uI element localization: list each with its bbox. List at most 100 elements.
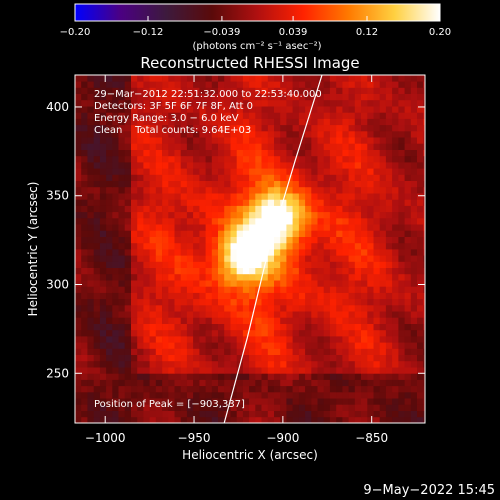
heatmap-cell: [205, 99, 213, 107]
heatmap-cell: [143, 75, 150, 82]
heatmap-cell: [404, 81, 412, 88]
heatmap-cell: [199, 261, 206, 268]
heatmap-cell: [255, 336, 262, 343]
heatmap-cell: [193, 391, 200, 399]
heatmap-cell: [261, 149, 269, 157]
heatmap-cell: [317, 298, 325, 306]
heatmap-cell: [317, 193, 325, 200]
heatmap-cell: [348, 255, 356, 262]
heatmap-cell: [242, 230, 250, 237]
heatmap-cell: [93, 348, 101, 355]
heatmap-cell: [193, 311, 200, 318]
heatmap-cell: [274, 348, 281, 355]
heatmap-cell: [311, 298, 318, 306]
heatmap-cell: [93, 292, 101, 300]
heatmap-cell: [149, 130, 157, 138]
heatmap-cell: [379, 211, 387, 219]
heatmap-cell: [180, 224, 188, 231]
heatmap-cell: [155, 360, 163, 368]
heatmap-cell: [379, 180, 387, 188]
heatmap-cell: [93, 230, 101, 237]
heatmap-cell: [361, 174, 368, 181]
heatmap-cell: [329, 217, 337, 225]
heatmap-cell: [317, 267, 325, 275]
heatmap-cell: [367, 112, 374, 119]
heatmap-cell: [230, 336, 238, 343]
heatmap-cell: [274, 130, 281, 138]
heatmap-cell: [87, 193, 94, 200]
heatmap-cell: [112, 224, 119, 231]
heatmap-cell: [404, 273, 412, 281]
heatmap-cell: [242, 242, 250, 250]
heatmap-cell: [336, 317, 343, 324]
heatmap-cell: [106, 75, 113, 82]
heatmap-cell: [255, 410, 262, 418]
heatmap-cell: [93, 385, 101, 393]
heatmap-cell: [75, 311, 82, 318]
heatmap-cell: [379, 112, 387, 119]
heatmap-cell: [404, 410, 412, 418]
heatmap-cell: [137, 93, 144, 101]
heatmap-cell: [398, 267, 405, 275]
heatmap-cell: [106, 404, 113, 411]
heatmap-cell: [131, 304, 138, 312]
heatmap-cell: [155, 217, 163, 225]
heatmap-cell: [193, 186, 200, 194]
heatmap-cell: [379, 410, 387, 418]
heatmap-cell: [149, 124, 157, 132]
heatmap-cell: [336, 292, 343, 300]
heatmap-cell: [131, 106, 138, 113]
heatmap-cell: [410, 304, 418, 312]
heatmap-cell: [367, 404, 374, 411]
heatmap-cell: [392, 124, 399, 132]
heatmap-cell: [385, 224, 393, 231]
heatmap-cell: [87, 168, 94, 175]
heatmap-cell: [174, 311, 182, 318]
heatmap-cell: [311, 75, 318, 82]
heatmap-cell: [106, 336, 113, 343]
heatmap-cell: [404, 217, 412, 225]
heatmap-cell: [367, 255, 374, 262]
heatmap-cell: [298, 367, 306, 374]
heatmap-cell: [81, 186, 88, 194]
heatmap-cell: [379, 360, 387, 368]
heatmap-cell: [379, 373, 387, 380]
heatmap-cell: [423, 354, 425, 362]
y-tick-label: 400: [46, 100, 69, 114]
heatmap-cell: [143, 199, 150, 206]
heatmap-cell: [193, 348, 200, 355]
heatmap-cell: [87, 304, 94, 312]
heatmap-cell: [162, 348, 169, 355]
heatmap-cell: [131, 249, 138, 256]
heatmap-cell: [417, 379, 424, 387]
heatmap-cell: [186, 99, 194, 107]
heatmap-cell: [280, 93, 287, 101]
heatmap-cell: [342, 230, 349, 237]
heatmap-cell: [305, 143, 312, 150]
heatmap-cell: [93, 75, 101, 82]
heatmap-cell: [174, 342, 182, 349]
heatmap-cell: [236, 224, 244, 231]
heatmap-cell: [336, 385, 343, 393]
heatmap-cell: [205, 398, 213, 405]
heatmap-cell: [75, 137, 82, 144]
heatmap-cell: [373, 112, 381, 119]
heatmap-cell: [404, 193, 412, 200]
heatmap-cell: [305, 137, 312, 144]
heatmap-cell: [379, 242, 387, 250]
heatmap-cell: [323, 273, 331, 281]
heatmap-cell: [236, 410, 244, 418]
heatmap-cell: [286, 373, 293, 380]
heatmap-cell: [75, 75, 82, 82]
heatmap-cell: [373, 373, 381, 380]
heatmap-cell: [348, 199, 356, 206]
heatmap-cell: [118, 168, 126, 175]
heatmap-cell: [354, 398, 362, 405]
heatmap-cell: [298, 410, 306, 418]
heatmap-cell: [311, 317, 318, 324]
heatmap-cell: [230, 99, 238, 107]
heatmap-cell: [323, 205, 331, 213]
heatmap-cell: [410, 155, 418, 163]
heatmap-cell: [323, 336, 331, 343]
heatmap-cell: [361, 398, 368, 405]
